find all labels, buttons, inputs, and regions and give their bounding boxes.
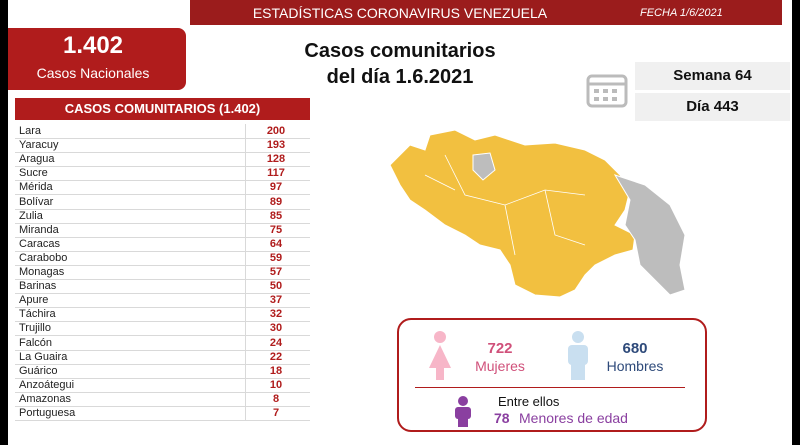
state-cases: 8 [245,391,306,406]
minors-label: Menores de edad [519,410,628,426]
state-name: Zulia [19,209,43,222]
table-row: Lara 200 [15,124,310,139]
state-name: Monagas [19,266,65,278]
table-title: CASOS COMUNITARIOS (1.402) [15,98,310,120]
national-label: Casos Nacionales [36,65,150,81]
state-name: Bolívar [19,195,54,208]
male-icon [568,331,588,380]
header-date: FECHA 1/6/2021 [640,7,723,19]
state-cases: 50 [245,279,306,294]
table-row: Sucre 117 [15,166,310,182]
table-row: Aragua 128 [15,152,310,168]
state-name: Mérida [19,181,53,194]
edge [792,0,800,445]
state-cases: 30 [245,321,306,336]
state-cases: 117 [245,166,306,181]
table-row: Miranda 75 [15,222,310,238]
state-cases: 200 [245,124,306,138]
minors-count: 78 [494,410,510,426]
national-box [8,28,186,90]
state-cases: 57 [245,265,306,279]
state-cases: 64 [245,236,306,251]
table-row: Apure 37 [15,293,310,309]
table-row: Falcón 24 [15,335,310,351]
table-row: Caracas 64 [15,236,310,252]
main-title: Casos comunitarios [304,40,496,62]
child-icon [455,396,471,427]
state-cases: 193 [245,138,306,153]
women-label: Mujeres [475,358,525,374]
state-cases: 89 [245,194,306,209]
table-row: Bolívar 89 [15,194,310,210]
state-name: La Guaira [19,350,68,363]
divider [415,387,685,388]
table-row: Barinas 50 [15,279,310,295]
state-name: Guárico [19,364,58,377]
state-cases: 22 [245,349,306,364]
table-row: Anzoátegui 10 [15,377,310,393]
state-cases: 85 [245,208,306,223]
state-name: Sucre [19,167,48,180]
header-title: ESTADÍSTICAS CORONAVIRUS VENEZUELA [252,5,548,21]
state-cases: 37 [245,293,306,308]
table-row: Zulia 85 [15,208,310,224]
state-name: Táchira [19,308,56,321]
state-name: Carabobo [19,251,68,264]
table-row: La Guaira 22 [15,349,310,365]
state-name: Trujillo [19,322,51,335]
demographics-box [397,318,707,432]
state-name: Aragua [19,153,55,166]
header-bar [190,0,782,25]
women-count: 722 [487,340,513,357]
edge [0,0,8,445]
state-cases: 75 [245,222,306,237]
state-name: Caracas [19,237,60,250]
state-name: Amazonas [19,392,71,405]
state-cases: 59 [245,250,306,265]
table-row: Monagas 57 [15,265,310,280]
state-cases: 7 [245,406,306,420]
state-name: Apure [19,294,49,307]
state-cases: 18 [245,363,306,378]
table-row: Trujillo 30 [15,321,310,337]
national-count: 1.402 [62,32,124,59]
week: Semana 64 [635,62,790,90]
men-count: 680 [622,340,648,357]
state-name: Barinas [19,280,57,293]
table-row: Mérida 97 [15,180,310,196]
table-row: Táchira 32 [15,307,310,323]
state-name: Portuguesa [19,407,76,419]
state-cases: 128 [245,152,306,167]
state-name: Miranda [19,223,59,236]
state-cases: 24 [245,335,306,350]
table-row: Guárico 18 [15,363,310,379]
state-name: Lara [19,125,42,137]
female-icon [429,331,451,380]
day: Día 443 [635,93,790,121]
state-name: Yaracuy [19,139,59,152]
table-row: Portuguesa 7 [15,406,310,421]
state-name: Falcón [19,336,53,349]
minors-intro: Entre ellos [498,394,560,409]
men-label: Hombres [606,358,664,374]
table-row: Yaracuy 193 [15,138,310,154]
state-cases: 97 [245,180,306,195]
calendar-icon [586,74,628,108]
state-cases: 32 [245,307,306,322]
state-name: Anzoátegui [19,378,75,391]
table-row: Carabobo 59 [15,250,310,266]
table-row: Amazonas 8 [15,391,310,407]
state-cases: 10 [245,377,306,392]
map [389,129,686,298]
main-subtitle: del día 1.6.2021 [326,66,474,88]
